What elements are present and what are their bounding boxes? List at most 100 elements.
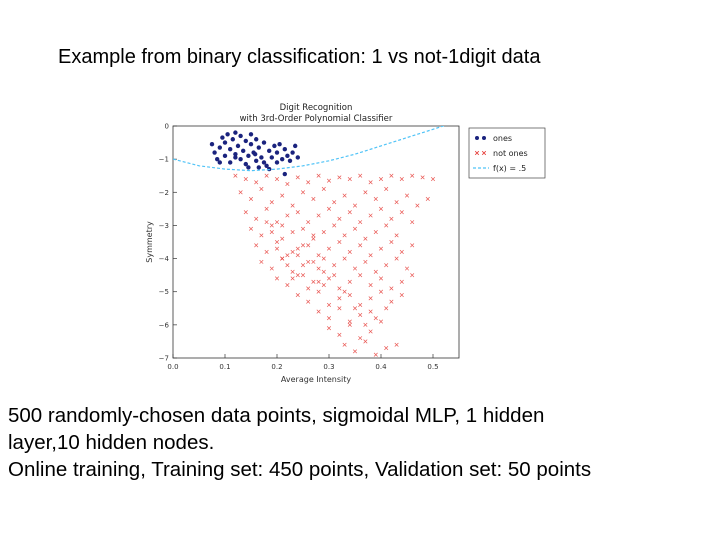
not-ones-point: [274, 246, 280, 251]
not-ones-point: [384, 186, 389, 192]
not-ones-point: [337, 239, 342, 245]
not-ones-point: [311, 279, 316, 284]
ones-point: [248, 132, 254, 137]
not-ones-point: [415, 203, 420, 208]
caption-line-3: Online training, Training set: 450 point…: [8, 458, 592, 481]
not-ones-point: [420, 175, 425, 180]
y-tick-label: −7: [159, 355, 169, 363]
legend-marker-not-ones: [481, 150, 487, 156]
ones-point: [246, 165, 251, 170]
not-ones-point: [300, 226, 306, 231]
not-ones-point: [347, 249, 352, 254]
not-ones-point: [311, 236, 316, 241]
ones-point: [243, 138, 248, 144]
not-ones-point: [238, 190, 243, 195]
not-ones-point: [316, 289, 321, 294]
not-ones-point: [326, 326, 332, 331]
ones-point: [293, 143, 298, 149]
not-ones-point: [337, 286, 342, 291]
ones-point: [243, 161, 248, 167]
not-ones-point: [306, 220, 311, 225]
not-ones-point: [326, 302, 332, 308]
legend-label: not ones: [493, 149, 528, 158]
not-ones-point: [352, 266, 358, 271]
not-ones-point: [300, 263, 306, 268]
ones-point: [259, 155, 264, 160]
legend-box: [468, 127, 546, 179]
not-ones-point: [321, 230, 326, 235]
not-ones-point: [274, 276, 280, 281]
y-tick-label: −1: [159, 156, 169, 164]
x-tick-label: 0.3: [323, 363, 334, 371]
not-ones-point: [363, 190, 368, 195]
not-ones-point: [316, 266, 321, 271]
ones-point: [256, 145, 261, 150]
not-ones-point: [378, 276, 384, 281]
not-ones-point: [410, 173, 415, 178]
not-ones-point: [290, 249, 295, 254]
legend-marker-not-ones: [474, 150, 480, 156]
not-ones-point: [368, 213, 373, 218]
ones-point: [235, 143, 241, 149]
not-ones-point: [342, 233, 347, 238]
not-ones-point: [404, 266, 410, 271]
ones-point: [215, 156, 220, 162]
not-ones-point: [326, 276, 332, 281]
caption-line-2: layer,10 hidden nodes.: [8, 431, 215, 454]
ones-point: [230, 137, 235, 142]
not-ones-point: [311, 196, 316, 201]
ones-point: [252, 151, 258, 157]
not-ones-point: [378, 289, 384, 294]
ones-point: [256, 165, 261, 170]
not-ones-point: [389, 299, 394, 304]
not-ones-point: [316, 309, 321, 314]
not-ones-point: [384, 346, 389, 351]
not-ones-point: [269, 266, 274, 271]
not-ones-point: [399, 249, 404, 254]
not-ones-point: [394, 233, 399, 238]
not-ones-point: [254, 243, 259, 248]
ones-point: [254, 137, 259, 142]
not-ones-point: [254, 180, 259, 185]
not-ones-point: [399, 279, 404, 284]
not-ones-point: [306, 243, 311, 248]
not-ones-point: [326, 178, 332, 183]
ones-point: [222, 140, 228, 145]
ones-point: [233, 151, 238, 157]
not-ones-point: [373, 316, 378, 321]
not-ones-point: [285, 181, 290, 187]
y-axis-label: Symmetry: [145, 221, 154, 263]
not-ones-point: [326, 316, 332, 321]
not-ones-point: [243, 176, 248, 182]
not-ones-point: [259, 186, 264, 192]
not-ones-point: [311, 259, 316, 264]
not-ones-point: [358, 273, 363, 278]
not-ones-point: [285, 253, 290, 258]
not-ones-point: [363, 339, 368, 344]
not-ones-point: [248, 196, 254, 201]
not-ones-point: [363, 322, 368, 327]
y-tick-label: −5: [159, 288, 169, 296]
not-ones-point: [384, 263, 389, 268]
not-ones-point: [347, 319, 352, 324]
not-ones-point: [295, 175, 300, 180]
not-ones-point: [389, 286, 394, 291]
legend-label: f(x) = .5: [493, 164, 526, 173]
ones-point: [209, 142, 215, 147]
ones-point: [233, 130, 238, 135]
not-ones-point: [347, 292, 352, 298]
ones-point: [246, 153, 251, 159]
not-ones-point: [337, 332, 342, 337]
not-ones-point: [306, 180, 311, 185]
ones-point: [228, 160, 233, 165]
y-tick-label: −6: [159, 321, 170, 329]
not-ones-point: [347, 322, 352, 327]
not-ones-point: [295, 273, 300, 278]
ones-point: [254, 158, 259, 163]
not-ones-point: [248, 226, 254, 231]
not-ones-point: [269, 230, 274, 235]
not-ones-point: [337, 296, 342, 301]
not-ones-point: [280, 223, 285, 228]
x-tick-label: 0.5: [427, 363, 438, 371]
